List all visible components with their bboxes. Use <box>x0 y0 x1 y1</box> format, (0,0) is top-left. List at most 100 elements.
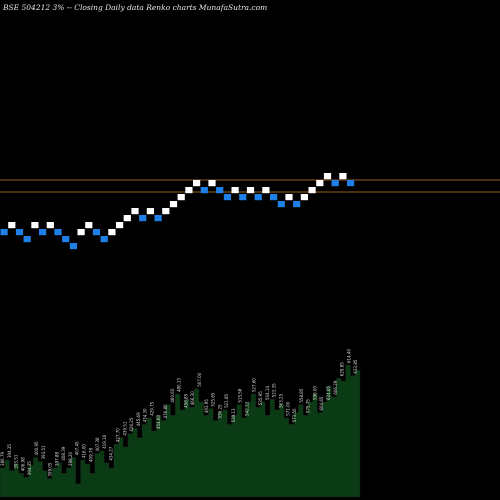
volume-label: 409.78 <box>88 448 93 462</box>
volume-label: 525.65 <box>211 392 216 406</box>
volume-label: 507.00 <box>197 372 202 386</box>
up-brick <box>162 208 170 215</box>
down-brick <box>216 187 224 194</box>
volume-label: 515.58 <box>238 388 243 402</box>
up-brick <box>85 222 93 229</box>
down-brick <box>347 180 355 187</box>
volume-label: 476.80 <box>163 404 168 418</box>
volume-label: 426.25 <box>129 417 134 431</box>
up-brick <box>77 229 85 236</box>
up-brick <box>308 187 316 194</box>
volume-label: 558.85 <box>299 388 304 402</box>
volume-label: 445.69 <box>136 412 141 426</box>
up-brick <box>177 194 185 201</box>
volume-label: 480.13 <box>177 378 182 392</box>
up-brick <box>262 187 270 194</box>
volume-label: 493.95 <box>204 399 209 413</box>
up-brick <box>185 187 193 194</box>
volume-label: 460.65 <box>170 388 175 402</box>
volume-label: 629.85 <box>340 362 345 376</box>
volume-label: 466.30 <box>190 391 195 405</box>
volume-label: 606.29 <box>333 380 338 394</box>
up-brick <box>285 194 293 201</box>
up-brick <box>300 194 308 201</box>
volume-label: 400.95 <box>34 441 39 455</box>
up-brick <box>231 187 239 194</box>
chart-title: BSE 504212 3% -- Closing Daily data Renk… <box>3 3 268 12</box>
up-brick <box>31 222 39 229</box>
down-brick <box>270 194 278 201</box>
volume-label: 523.35 <box>272 383 277 397</box>
volume-label: 394.35 <box>27 461 32 475</box>
volume-label: 454.60 <box>156 415 161 429</box>
volume-label: 397.88 <box>54 452 59 466</box>
volume-label: 398.20 <box>68 452 73 466</box>
up-brick <box>116 222 124 229</box>
volume-area <box>0 364 361 498</box>
volume-label: 573.50 <box>292 408 297 422</box>
down-brick <box>277 201 285 208</box>
down-brick <box>200 187 208 194</box>
volume-label: 539.13 <box>231 408 236 422</box>
volume-label: 393.51 <box>41 445 46 459</box>
renko-bricks <box>0 173 355 250</box>
up-brick <box>339 173 347 180</box>
volume-label: 624.65 <box>326 386 331 400</box>
volume-label: 434.27 <box>109 446 114 460</box>
volume-label: 407.45 <box>75 441 80 455</box>
down-brick <box>54 229 62 236</box>
volume-label: 407.38 <box>95 437 100 451</box>
down-brick <box>239 194 247 201</box>
volume-label: 614.40 <box>346 349 351 363</box>
up-brick <box>169 201 178 208</box>
volume-label: 427.70 <box>115 428 120 442</box>
down-brick <box>62 236 70 243</box>
up-brick <box>46 222 54 229</box>
volume-label: 394.35 <box>7 444 12 458</box>
up-brick <box>208 180 216 187</box>
down-brick <box>254 194 262 201</box>
up-brick <box>8 222 16 229</box>
down-brick <box>92 229 101 236</box>
up-brick <box>246 187 255 194</box>
volume-label: 458.85 <box>183 393 188 407</box>
down-brick <box>293 201 301 208</box>
up-brick <box>193 180 201 187</box>
volume-label: 521.85 <box>224 393 229 407</box>
up-brick <box>316 180 324 187</box>
volume-label: 434.30 <box>143 408 148 422</box>
up-brick <box>108 229 116 236</box>
down-brick <box>100 236 108 243</box>
volume-label: 527.60 <box>251 378 256 392</box>
down-brick <box>0 229 8 236</box>
up-brick <box>131 208 139 215</box>
volume-label: 408.39 <box>61 446 66 460</box>
volume-area-path <box>0 364 361 498</box>
volume-label: 504.14 <box>265 386 270 400</box>
volume-label: 399.05 <box>48 462 53 476</box>
volume-label: 575.75 <box>306 399 311 413</box>
up-brick <box>146 208 154 215</box>
down-brick <box>223 194 231 201</box>
volume-label: 604.65 <box>319 396 324 410</box>
volume-label: 596.00 <box>312 386 317 400</box>
volume-label: 563.25 <box>278 393 283 407</box>
volume-label: 571.00 <box>285 401 290 415</box>
down-brick <box>23 236 31 243</box>
volume-label: 429.75 <box>149 401 154 415</box>
down-brick <box>15 229 24 236</box>
down-brick <box>139 215 147 222</box>
up-brick <box>123 215 131 222</box>
volume-label: 393.51 <box>14 454 19 468</box>
volume-label: 416.00 <box>82 444 87 458</box>
down-brick <box>154 215 162 222</box>
volume-label: 535.95 <box>258 391 263 405</box>
down-brick <box>69 243 77 250</box>
volume-label: 406.98 <box>20 457 25 471</box>
volume-label: 439.51 <box>122 421 127 435</box>
up-brick <box>323 173 332 180</box>
volume-label: 386.79 <box>0 452 5 466</box>
down-brick <box>39 229 47 236</box>
